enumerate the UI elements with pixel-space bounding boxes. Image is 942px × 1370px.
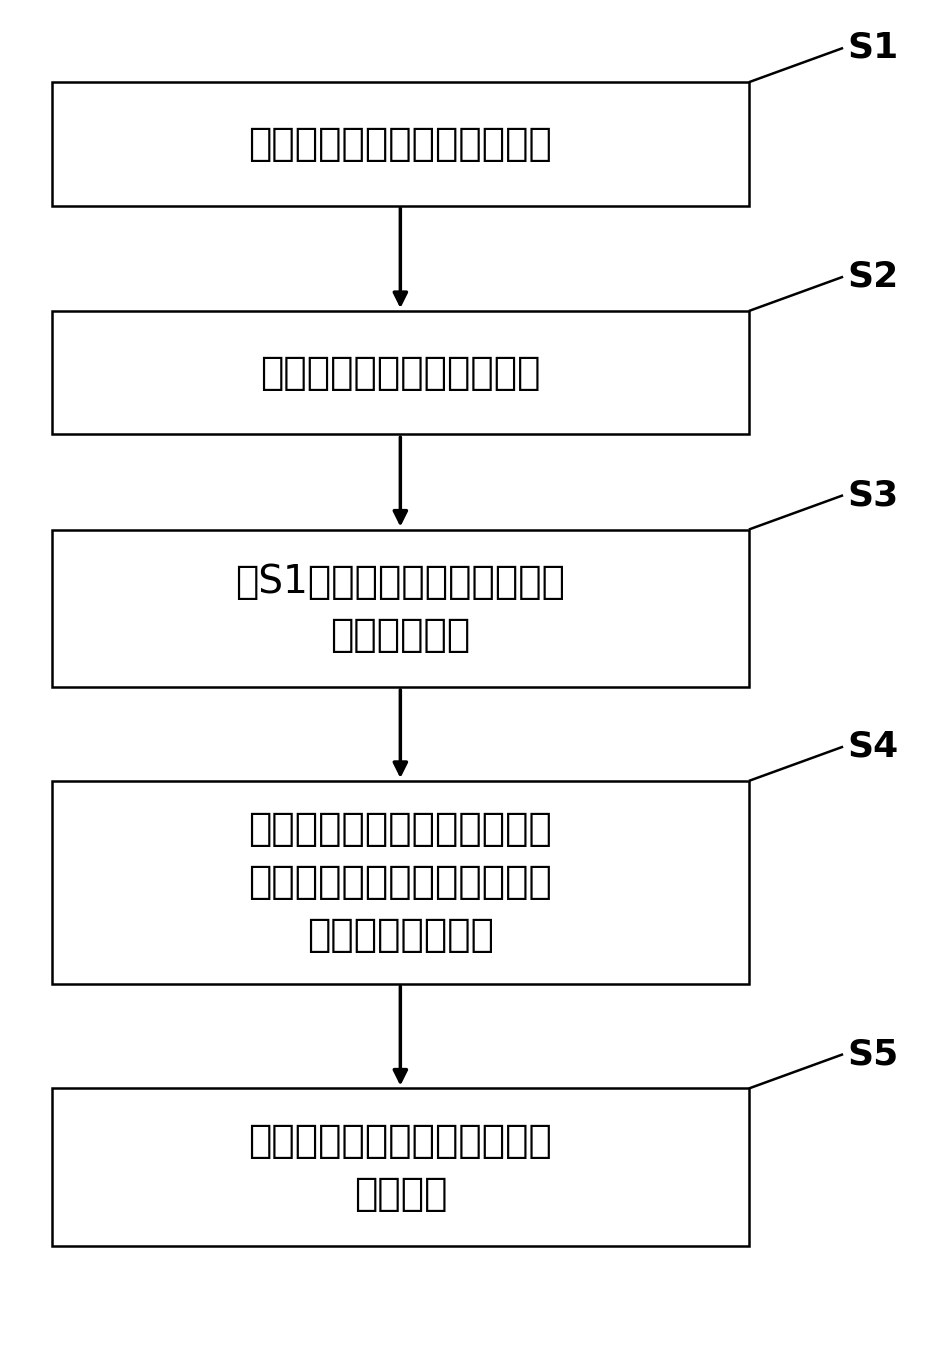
Bar: [52, 82, 749, 206]
Bar: [52, 1088, 749, 1247]
Text: 采用第三公式计算坑外地表最
终沉降量: 采用第三公式计算坑外地表最 终沉降量: [249, 1122, 552, 1212]
Text: 采用第一规范公式计算疏干区
沉降量，采用第二规范公式计
算饱和区的沉降量: 采用第一规范公式计算疏干区 沉降量，采用第二规范公式计 算饱和区的沉降量: [249, 810, 552, 955]
Text: 进行基坑内降水模型试验设计: 进行基坑内降水模型试验设计: [249, 125, 552, 163]
Text: S1: S1: [848, 32, 899, 64]
Bar: [52, 311, 749, 434]
Text: S3: S3: [848, 478, 899, 512]
Text: S2: S2: [848, 260, 899, 293]
Bar: [52, 781, 749, 984]
Bar: [52, 530, 749, 688]
Text: S4: S4: [848, 730, 899, 763]
Text: 对降水曲线运用拟合的方法: 对降水曲线运用拟合的方法: [260, 353, 541, 392]
Text: 将S1中的降水曲线分为疏干部
分和饱和部分: 将S1中的降水曲线分为疏干部 分和饱和部分: [236, 563, 565, 653]
Text: S5: S5: [848, 1037, 899, 1071]
